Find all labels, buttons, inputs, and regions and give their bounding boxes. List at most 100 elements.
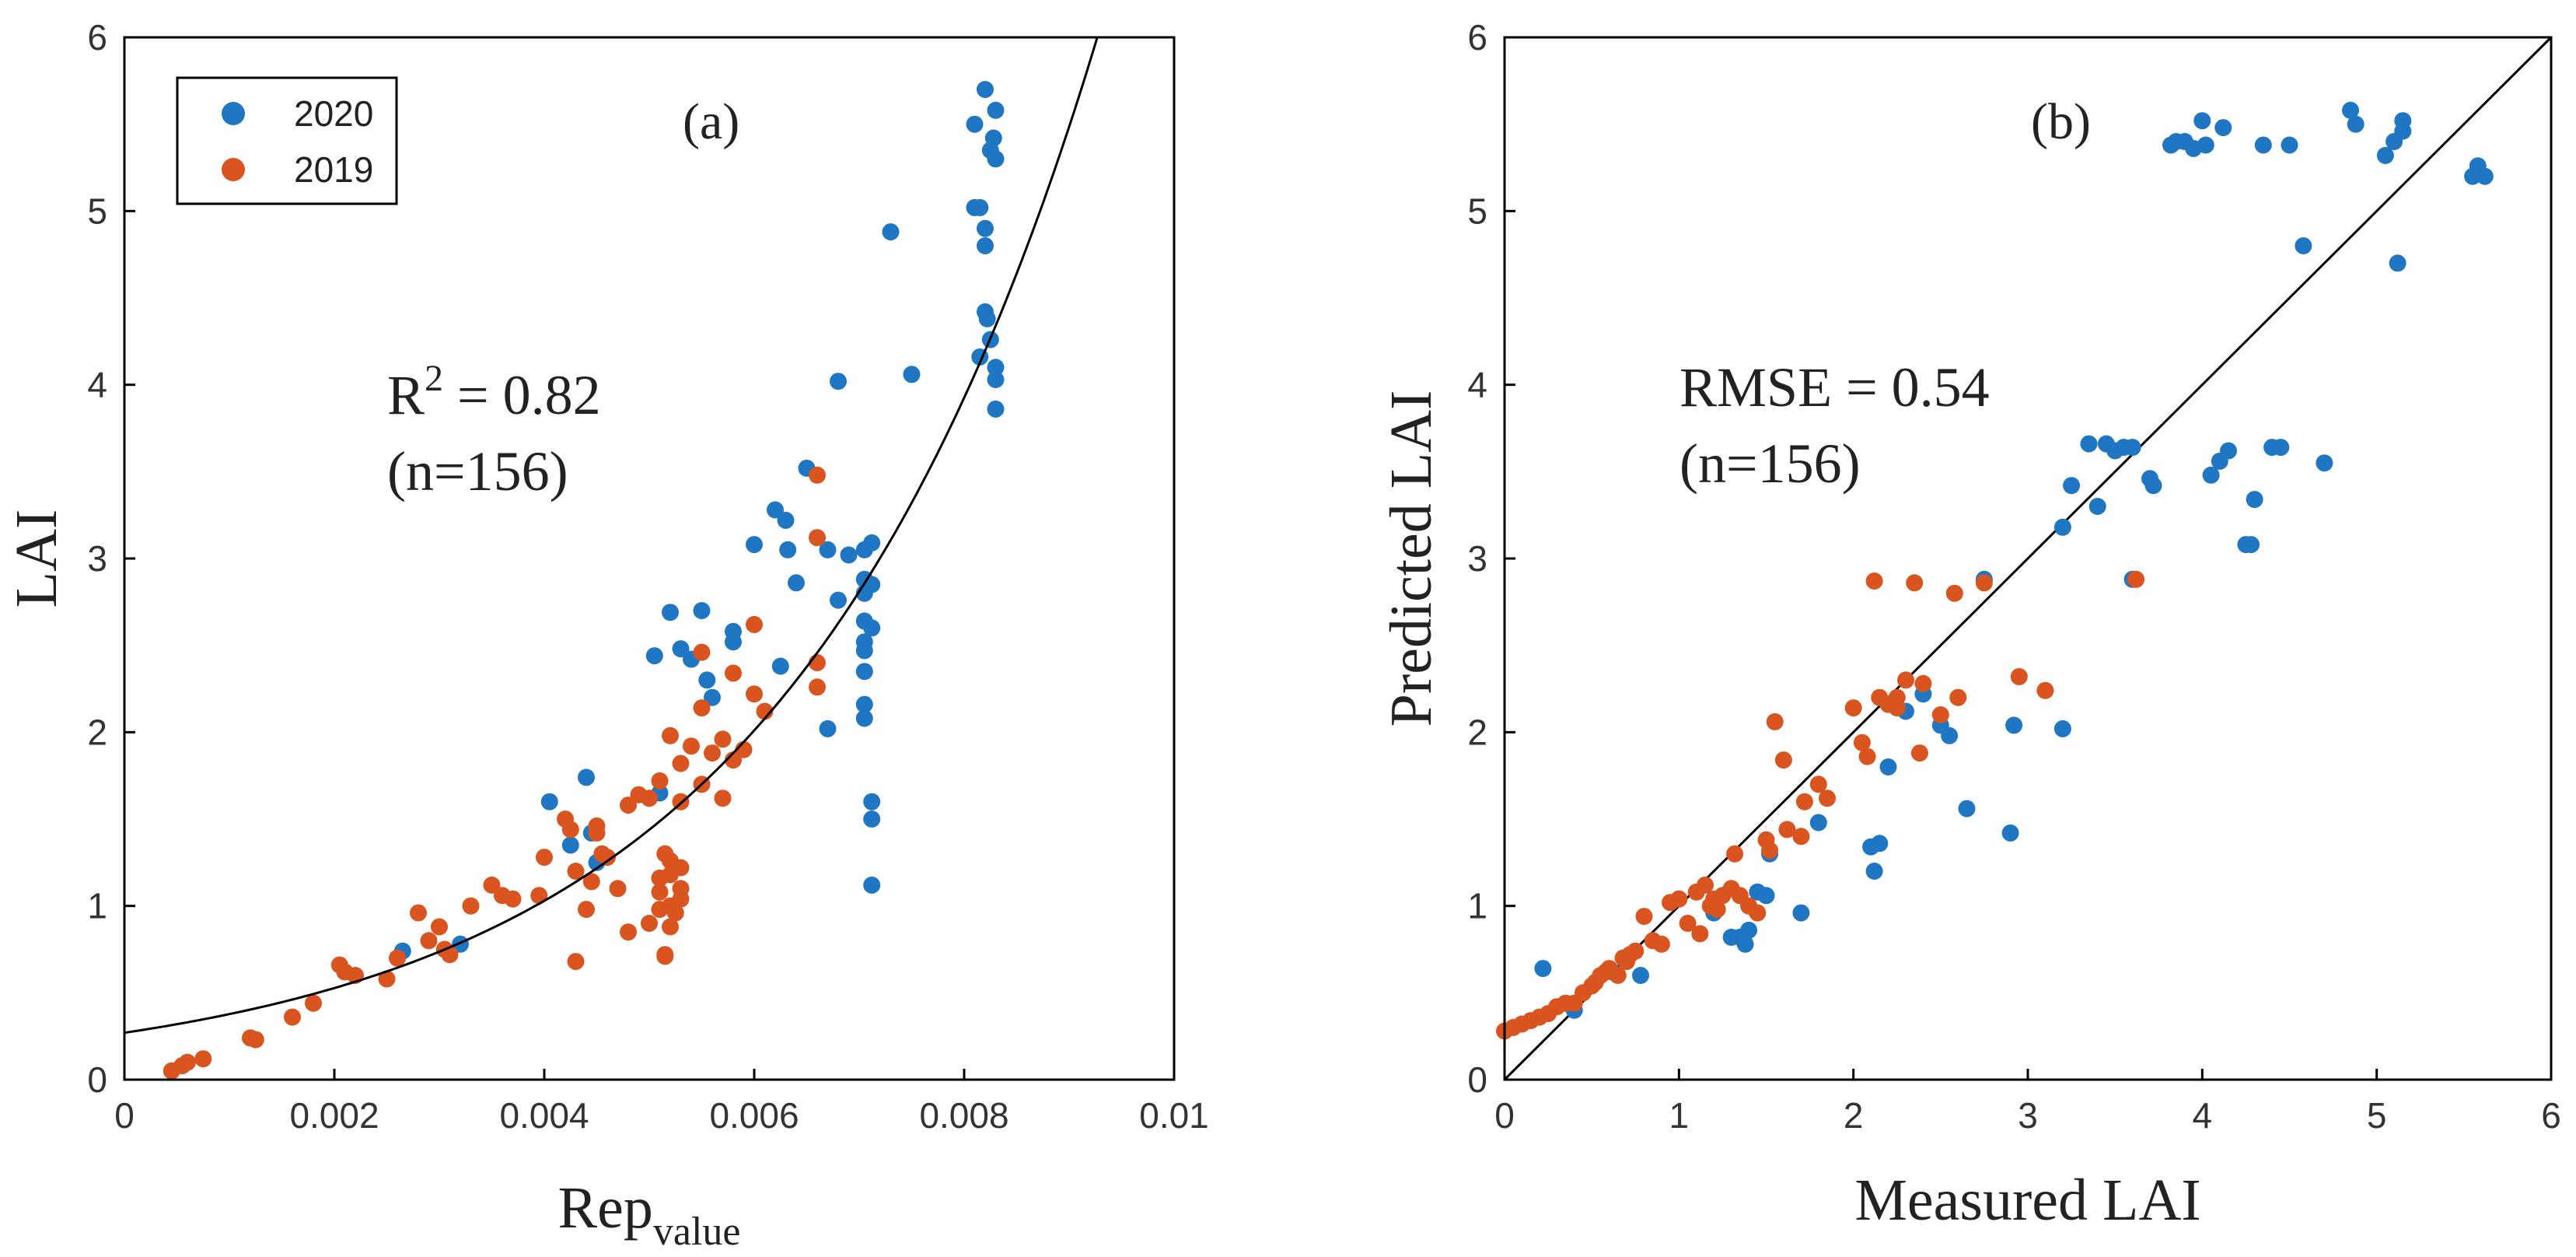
panel-b-point-2020 <box>1809 814 1827 832</box>
panel-b-point-2020 <box>2246 491 2263 509</box>
panel-b-point-2020 <box>2476 167 2494 185</box>
panel-a-point-2019 <box>483 876 501 894</box>
panel-a-n-annotation: (n=156) <box>387 440 568 502</box>
panel-a-point-2020 <box>863 619 881 637</box>
panel-b-label: (b) <box>2031 93 2091 150</box>
panel-a-point-2020 <box>966 115 984 133</box>
panel-b-point-2019 <box>1795 793 1813 811</box>
panel-a-point-2019 <box>809 678 826 696</box>
panel-b-point-2019 <box>1897 671 1914 689</box>
panel-a-ytick-label: 5 <box>87 191 107 231</box>
panel-a-point-2019 <box>641 790 658 807</box>
legend-label-2019: 2019 <box>294 149 373 190</box>
panel-a-xtick-label: 0 <box>114 1095 135 1136</box>
panel-a-frame <box>123 36 1176 1081</box>
panel-a-point-2020 <box>978 310 996 327</box>
panel-b-point-2020 <box>2080 435 2098 453</box>
panel-a-point-2019 <box>536 849 553 867</box>
panel-b-point-2020 <box>1879 758 1897 776</box>
panel-b-rmse-annotation: RMSE = 0.54 <box>1679 356 1990 418</box>
panel-b-point-2019 <box>1888 688 1906 706</box>
panel-a-point-2019 <box>567 863 585 880</box>
panel-a-point-2020 <box>698 671 716 689</box>
panel-a-point-2019 <box>504 890 522 908</box>
panel-b-point-2019 <box>1749 904 1767 922</box>
panel-a-point-2019 <box>588 824 606 842</box>
panel-a-point-2019 <box>609 880 627 898</box>
panel-a-point-2020 <box>855 709 873 727</box>
panel-a-ticks: 0 0.002 0.004 0.006 0.008 0.01 0 1 2 3 4 5 6 <box>87 17 1208 1136</box>
panel-a-r2-value: = 0.82 <box>443 364 601 426</box>
panel-a-point-2020 <box>779 541 797 558</box>
panel-a-point-2019 <box>530 887 548 905</box>
panel-a-point-2019 <box>620 797 637 814</box>
panel-a-point-2019 <box>462 897 480 915</box>
panel-b-points <box>1496 101 2494 1040</box>
panel-b-point-2020 <box>2063 477 2081 495</box>
panel-b-point-2020 <box>1865 863 1883 880</box>
panel-a-point-2019 <box>561 821 579 839</box>
panel-a-point-2019 <box>756 702 774 720</box>
panel-a-point-2020 <box>830 591 847 609</box>
panel-b-ticks: 0 1 2 3 4 5 6 0 1 2 3 4 5 6 <box>1467 17 2560 1136</box>
panel-b-xtick-label: 5 <box>2367 1095 2387 1136</box>
panel-a-ytick-label: 0 <box>87 1059 107 1100</box>
panel-b-ytick-label: 3 <box>1467 538 1487 579</box>
panel-a-xtick-label: 0.008 <box>919 1095 1008 1136</box>
panel-b-point-2019 <box>1819 790 1836 807</box>
panel-b-point-2020 <box>2376 146 2394 164</box>
panel-a-xtick-label: 0.002 <box>289 1095 379 1136</box>
panel-a-point-2020 <box>704 688 721 706</box>
panel-b-point-2019 <box>1906 574 1924 592</box>
panel-a-point-2019 <box>284 1008 301 1026</box>
panel-b-point-2019 <box>1679 915 1697 932</box>
panel-b-point-2019 <box>1844 699 1862 717</box>
panel-a-point-2020 <box>725 622 742 640</box>
panel-b-point-2020 <box>2342 101 2359 119</box>
panel-b-point-2019 <box>1761 842 1778 860</box>
panel-a-xlabel-main: Rep <box>557 1175 652 1241</box>
panel-b-xtick-label: 1 <box>1669 1095 1690 1136</box>
panel-a-point-2020 <box>819 720 837 737</box>
panel-a-point-2020 <box>645 647 663 665</box>
panel-a-ytick-label: 3 <box>87 538 107 579</box>
panel-b-point-2020 <box>2001 824 2019 842</box>
panel-a-point-2019 <box>620 923 637 941</box>
panel-b-point-2020 <box>2281 136 2298 154</box>
panel-a: 0 0.002 0.004 0.006 0.008 0.01 0 1 2 3 4 5 6 (a) R2 … <box>4 17 1209 1254</box>
panel-b-point-2020 <box>2202 466 2220 484</box>
panel-a-point-2019 <box>809 529 826 547</box>
panel-b-point-2020 <box>2053 720 2071 737</box>
panel-a-point-2020 <box>830 373 847 390</box>
panel-a-legend: 2020 2019 <box>176 76 398 205</box>
panel-a-point-2019 <box>672 890 690 908</box>
panel-a-ytick-label: 2 <box>87 712 107 752</box>
panel-a-point-2020 <box>788 574 805 592</box>
panel-a-point-2020 <box>672 640 690 658</box>
panel-b-point-2020 <box>2254 136 2272 154</box>
panel-b-point-2020 <box>2295 237 2312 254</box>
panel-b-point-2019 <box>1865 572 1883 590</box>
panel-a-point-2020 <box>855 642 873 660</box>
panel-a-xlabel-sub: value <box>653 1210 741 1254</box>
panel-a-xtick-label: 0.01 <box>1139 1095 1209 1136</box>
panel-b-point-2019 <box>1910 744 1928 762</box>
panel-a-point-2020 <box>987 400 1005 418</box>
panel-a-point-2020 <box>971 198 989 216</box>
panel-b-frame <box>1503 36 2553 1081</box>
panel-a-point-2019 <box>666 904 684 922</box>
panel-a-point-2019 <box>693 643 711 661</box>
panel-b-point-2019 <box>1792 828 1810 846</box>
panel-b-point-2019 <box>1945 584 1963 602</box>
panel-a-point-2020 <box>819 541 837 558</box>
panel-a-point-2020 <box>987 359 1005 376</box>
panel-a-point-2020 <box>855 663 873 681</box>
panel-a-point-2019 <box>599 849 616 867</box>
panel-b-point-2019 <box>1726 845 1744 863</box>
panel-a-point-2019 <box>378 970 396 988</box>
legend-marker-2020 <box>222 102 245 125</box>
panel-a-point-2020 <box>771 657 789 675</box>
panel-a-point-2020 <box>863 793 881 811</box>
panel-b-point-2020 <box>2088 498 2106 515</box>
